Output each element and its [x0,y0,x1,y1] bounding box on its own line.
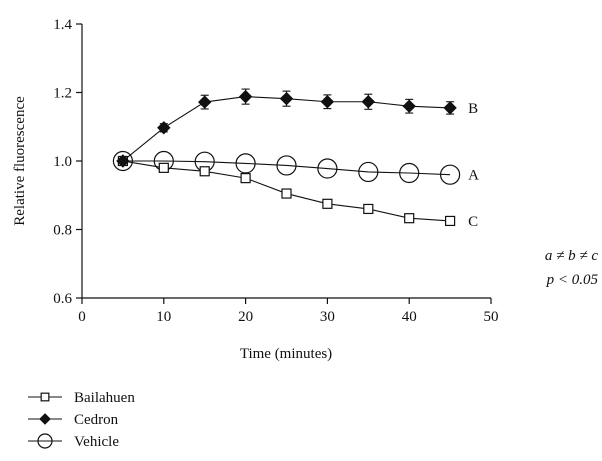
series-end-label: C [468,214,478,230]
series-cedron: B [116,88,478,168]
diamond-marker [197,95,212,109]
series-end-label: B [468,101,478,117]
series-bailahuen: C [117,155,478,230]
circle-marker [37,433,53,449]
square-marker [445,215,456,227]
circle-marker [276,155,297,176]
series-layer: A C B [112,88,479,230]
diamond-marker [238,89,253,104]
diamond-marker [443,101,457,115]
square-marker [240,173,251,184]
x-tick-label: 10 [156,309,171,325]
legend: Bailahuen Cedron Vehicle [28,390,135,450]
square-marker [404,213,415,224]
series-end-label: A [468,168,479,184]
diamond-marker [279,91,294,106]
y-tick-label: 0.8 [53,223,72,239]
square-marker [199,166,210,177]
square-marker [281,188,292,199]
x-tick-label: 40 [402,309,417,325]
diamond-marker [402,99,416,113]
y-tick-label: 1.4 [53,17,72,33]
circle-marker [317,158,338,179]
x-tick-label: 50 [484,309,499,325]
axes: 0 10 20 30 40 50 0.6 0.8 1.0 1.2 1.4 [53,17,498,325]
square-marker [322,198,333,209]
legend-item-cedron: Cedron [28,412,119,428]
annotation-line2: p < 0.05 [546,272,599,288]
x-tick-label: 20 [238,309,253,325]
x-tick-label: 30 [320,309,335,325]
diamond-marker [157,121,171,135]
diamond-marker [361,95,376,109]
diamond-marker [116,154,130,168]
legend-label: Vehicle [74,434,119,450]
circle-marker [440,164,461,185]
x-axis-label: Time (minutes) [240,346,332,362]
square-marker [363,203,374,215]
series-line [122,160,451,176]
annotation-line1: a ≠ b ≠ c [545,248,598,264]
legend-item-bailahuen: Bailahuen [28,390,135,406]
legend-item-vehicle: Vehicle [28,433,119,450]
square-marker [40,392,50,402]
legend-label: Cedron [74,412,119,428]
x-tick-label: 0 [78,309,86,325]
labels: Time (minutes) Relative fluorescence a ≠… [12,96,598,362]
diamond-marker [320,95,335,109]
y-tick-label: 1.2 [53,86,72,102]
circle-marker [358,161,379,183]
diamond-marker [39,413,51,425]
circle-marker [235,153,256,174]
y-tick-label: 0.6 [53,291,72,307]
y-tick-label: 1.0 [53,154,72,170]
y-axis-label: Relative fluorescence [12,96,28,226]
square-marker [158,162,169,173]
circle-marker [112,150,134,172]
circle-marker [399,162,420,184]
legend-label: Bailahuen [74,390,135,406]
